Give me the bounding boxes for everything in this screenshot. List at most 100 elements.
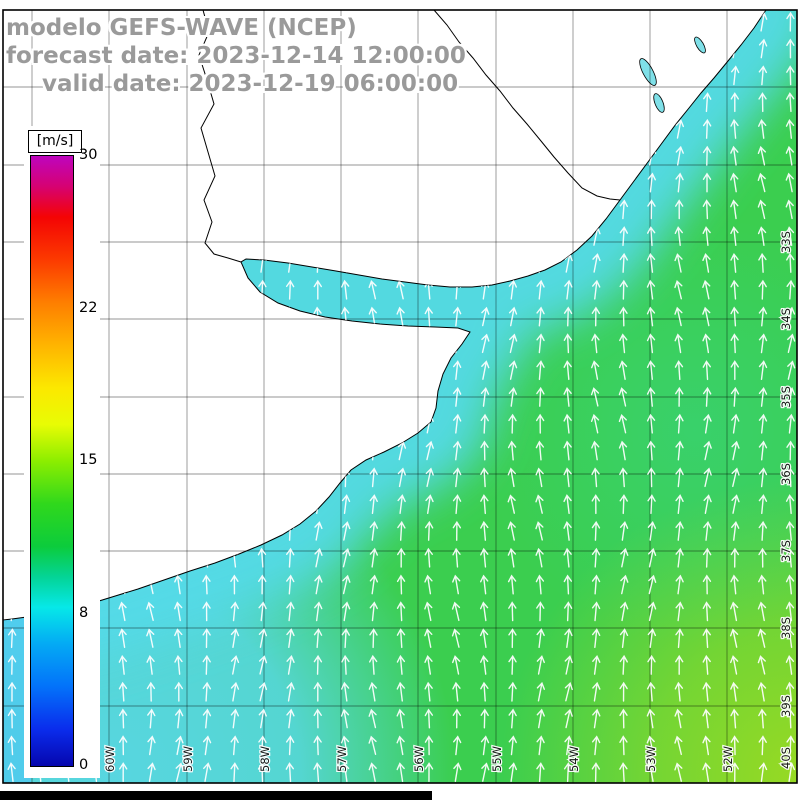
wind-arrow xyxy=(202,654,211,675)
wind-arrow xyxy=(91,38,100,59)
wind-arrow xyxy=(591,118,601,139)
wind-arrow xyxy=(118,628,127,648)
wind-arrow xyxy=(758,467,768,488)
wind-arrow xyxy=(480,520,489,541)
wind-arrow xyxy=(8,521,17,541)
wind-arrow xyxy=(508,601,517,622)
wind-arrow xyxy=(285,11,294,32)
wind-arrow xyxy=(702,333,711,354)
wind-arrow xyxy=(286,574,295,595)
wind-arrow xyxy=(479,199,489,220)
wind-arrow xyxy=(507,65,517,86)
wind-arrow xyxy=(453,467,462,488)
wind-arrow xyxy=(508,386,518,407)
wind-arrow xyxy=(8,574,17,595)
wind-arrow xyxy=(536,226,545,247)
wind-arrow xyxy=(786,252,795,273)
wind-arrow xyxy=(314,521,323,541)
wind-arrow xyxy=(618,387,627,407)
wind-arrow xyxy=(314,494,323,515)
wind-arrow xyxy=(785,628,795,649)
wind-arrow xyxy=(368,253,377,273)
wind-arrow xyxy=(7,306,16,327)
wind-arrow xyxy=(7,762,16,783)
wind-arrow xyxy=(509,333,518,354)
wind-arrow xyxy=(340,735,350,756)
wind-arrow xyxy=(424,547,433,568)
wind-arrow xyxy=(313,708,322,729)
wind-arrow xyxy=(202,708,212,729)
coastal-lagoon xyxy=(653,93,665,113)
wind-arrow xyxy=(119,360,128,381)
wind-arrow xyxy=(592,226,601,246)
wind-arrow xyxy=(368,333,378,354)
wind-arrow xyxy=(731,11,740,32)
wind-arrow xyxy=(230,333,239,354)
wind-arrow xyxy=(480,226,489,247)
wind-arrow xyxy=(174,226,184,247)
wind-arrow xyxy=(341,11,350,32)
wind-arrow xyxy=(758,386,768,407)
wind-arrow xyxy=(230,199,240,220)
wind-arrow xyxy=(368,762,377,782)
wind-arrow xyxy=(285,520,295,541)
wind-arrow xyxy=(8,199,17,220)
wind-arrow xyxy=(647,172,656,193)
wind-arrow xyxy=(536,655,545,675)
wind-arrow xyxy=(535,92,544,112)
wind-arrow xyxy=(285,306,294,327)
wind-arrow xyxy=(119,387,128,407)
wind-arrow xyxy=(480,547,489,568)
wind-arrow xyxy=(479,119,489,139)
wind-arrow xyxy=(536,681,546,702)
wind-arrow xyxy=(368,199,378,220)
wind-arrow xyxy=(64,38,73,59)
wind-arrow xyxy=(397,118,406,139)
wind-arrow xyxy=(591,65,600,86)
wind-arrow xyxy=(702,681,711,702)
wind-arrow xyxy=(536,735,545,756)
wind-arrow xyxy=(257,467,266,488)
wind-arrow xyxy=(702,386,712,407)
wind-arrow xyxy=(424,199,433,220)
wind-arrow xyxy=(312,360,322,380)
wind-arrow xyxy=(202,681,211,702)
wind-arrow xyxy=(702,547,712,568)
wind-arrow xyxy=(424,252,433,273)
wind-arrow xyxy=(591,38,600,59)
wind-arrow xyxy=(341,467,350,488)
coastal-lagoon xyxy=(694,36,706,54)
wind-arrow xyxy=(619,172,629,193)
wind-arrow xyxy=(8,601,17,622)
wind-arrow xyxy=(286,253,295,273)
wind-arrow xyxy=(7,681,17,702)
wind-arrow xyxy=(396,199,406,220)
wind-arrow xyxy=(8,11,17,32)
wind-arrow xyxy=(758,360,768,381)
wind-arrow xyxy=(146,145,155,166)
wind-arrow xyxy=(397,440,407,461)
wind-arrow xyxy=(146,65,155,86)
wind-arrow xyxy=(452,306,462,327)
wind-arrow xyxy=(758,708,767,729)
wind-arrow xyxy=(369,574,379,595)
wind-arrow xyxy=(147,333,156,354)
wind-arrow xyxy=(91,92,100,113)
wind-arrow xyxy=(285,762,294,783)
wind-arrow xyxy=(174,494,183,515)
wind-arrow xyxy=(591,467,600,488)
wind-arrow xyxy=(425,467,434,488)
wind-arrow xyxy=(702,708,711,729)
wind-arrow xyxy=(507,547,517,568)
wind-arrow xyxy=(174,172,183,193)
wind-arrow xyxy=(535,38,544,59)
wind-arrow xyxy=(7,654,17,675)
wind-arrow xyxy=(424,226,433,247)
wind-arrow xyxy=(729,628,739,648)
wind-arrow xyxy=(230,386,239,407)
wind-arrow xyxy=(675,413,684,434)
wind-arrow xyxy=(425,413,434,434)
wind-arrow xyxy=(618,360,628,380)
wind-arrow xyxy=(536,762,545,783)
wind-arrow xyxy=(146,494,156,515)
